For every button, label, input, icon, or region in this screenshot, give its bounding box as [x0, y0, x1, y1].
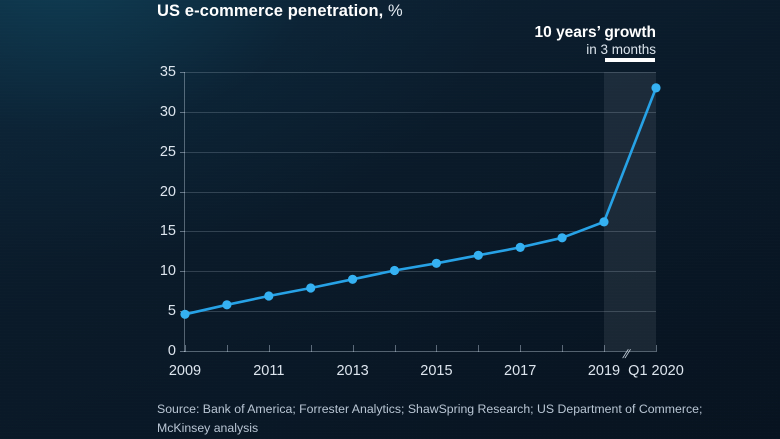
source-note: Source: Bank of America; Forrester Analy…: [157, 402, 703, 436]
x-axis-tick-mark: [656, 345, 657, 352]
x-axis-tick-mark: [604, 345, 605, 352]
plot-area: 0 5 10 15 20 25 30 35 2009 2011 2013 2015 2017 2019 Q…: [160, 58, 684, 379]
gridline: [185, 151, 656, 153]
x-axis-tick-mark: [478, 345, 480, 352]
gridline: [185, 271, 656, 273]
x-axis-tick-mark: [562, 345, 564, 352]
y-axis-tick-label: 35: [159, 64, 176, 80]
y-axis-tick-mark: [180, 231, 185, 233]
data-point-marker[interactable]: 2018: 14.2: [557, 233, 567, 243]
data-point-marker[interactable]: 2016: 12: [473, 250, 483, 260]
callout-subline: in 3 months: [586, 42, 656, 58]
x-axis-tick-mark: [520, 345, 522, 352]
data-point-marker[interactable]: 2013: 9: [348, 274, 358, 284]
x-axis-tick-label: 2017: [504, 363, 537, 379]
growth-highlight-band: [604, 72, 656, 351]
x-axis-tick-mark: [185, 345, 186, 352]
x-axis-tick-label: 2011: [253, 363, 285, 379]
y-axis-tick-label: 10: [159, 263, 176, 280]
x-axis-tick-mark: [394, 345, 396, 352]
growth-highlight-bar: [605, 58, 655, 62]
y-axis-tick-mark: [180, 111, 185, 113]
y-axis-tick-label: 15: [159, 223, 176, 240]
x-axis-tick-mark: [436, 345, 438, 352]
data-point-marker[interactable]: 2019: 16.2: [599, 217, 609, 227]
x-axis-tick-label: 2009: [168, 363, 202, 379]
y-axis-tick-label: 25: [159, 143, 176, 160]
x-axis-tick-label: Q1 2020: [628, 363, 684, 379]
y-axis-tick-mark: [180, 151, 185, 153]
growth-callout: 10 years’ growth in 3 months: [535, 24, 656, 58]
data-point-marker[interactable]: 2014: 10.1: [389, 265, 400, 276]
x-axis-tick-label: 2019: [587, 363, 621, 379]
y-axis-tick-mark: [180, 72, 185, 73]
data-point-marker[interactable]: 2012: 7.9: [306, 283, 316, 293]
callout-headline: 10 years’ growth: [534, 24, 656, 41]
data-point-marker[interactable]: 2011: 6.9: [264, 291, 274, 301]
data-point-marker[interactable]: 2009: 4.6: [180, 309, 190, 319]
chart-title-unit: %: [388, 2, 403, 20]
x-axis-tick-label: 2013: [336, 363, 369, 379]
gridline: [185, 191, 656, 193]
series-line: [183, 86, 658, 316]
data-point-marker[interactable]: 2017: 13: [515, 242, 525, 252]
chart-title-text: US e-commerce penetration,: [157, 2, 384, 20]
x-axis-tick-mark: [226, 345, 228, 352]
gridline: [185, 72, 656, 73]
x-axis-tick-label: 2015: [420, 363, 453, 379]
y-axis-tick-label: 20: [159, 183, 176, 200]
gridline: [185, 231, 656, 233]
y-axis-tick-mark: [180, 271, 185, 273]
data-point-marker[interactable]: 2015: 11: [431, 258, 441, 268]
page-title: US e-commerce penetration, %: [157, 2, 403, 21]
y-axis-tick-label: 5: [167, 303, 176, 320]
data-point-marker[interactable]: 2010: 5.8: [222, 300, 232, 310]
gridline: [185, 111, 656, 113]
x-axis-line: [184, 351, 656, 352]
x-axis-tick-mark: [352, 345, 354, 352]
data-point-marker[interactable]: Q1 2020: 33: [651, 83, 661, 93]
y-axis-tick-mark: [180, 191, 185, 193]
y-axis-line: [184, 72, 185, 352]
gridline: [185, 311, 656, 313]
series-line-chart: 2009: 4.6 2010: 5.8 2011: 6.9 2012: 7.9 2013…: [180, 83, 661, 319]
y-axis-tick-mark: [180, 351, 185, 352]
y-axis-tick-label: 0: [167, 343, 176, 359]
y-axis-tick-label: 30: [159, 103, 176, 120]
x-axis-tick-mark: [268, 345, 270, 352]
x-axis-tick-mark: [310, 345, 312, 352]
